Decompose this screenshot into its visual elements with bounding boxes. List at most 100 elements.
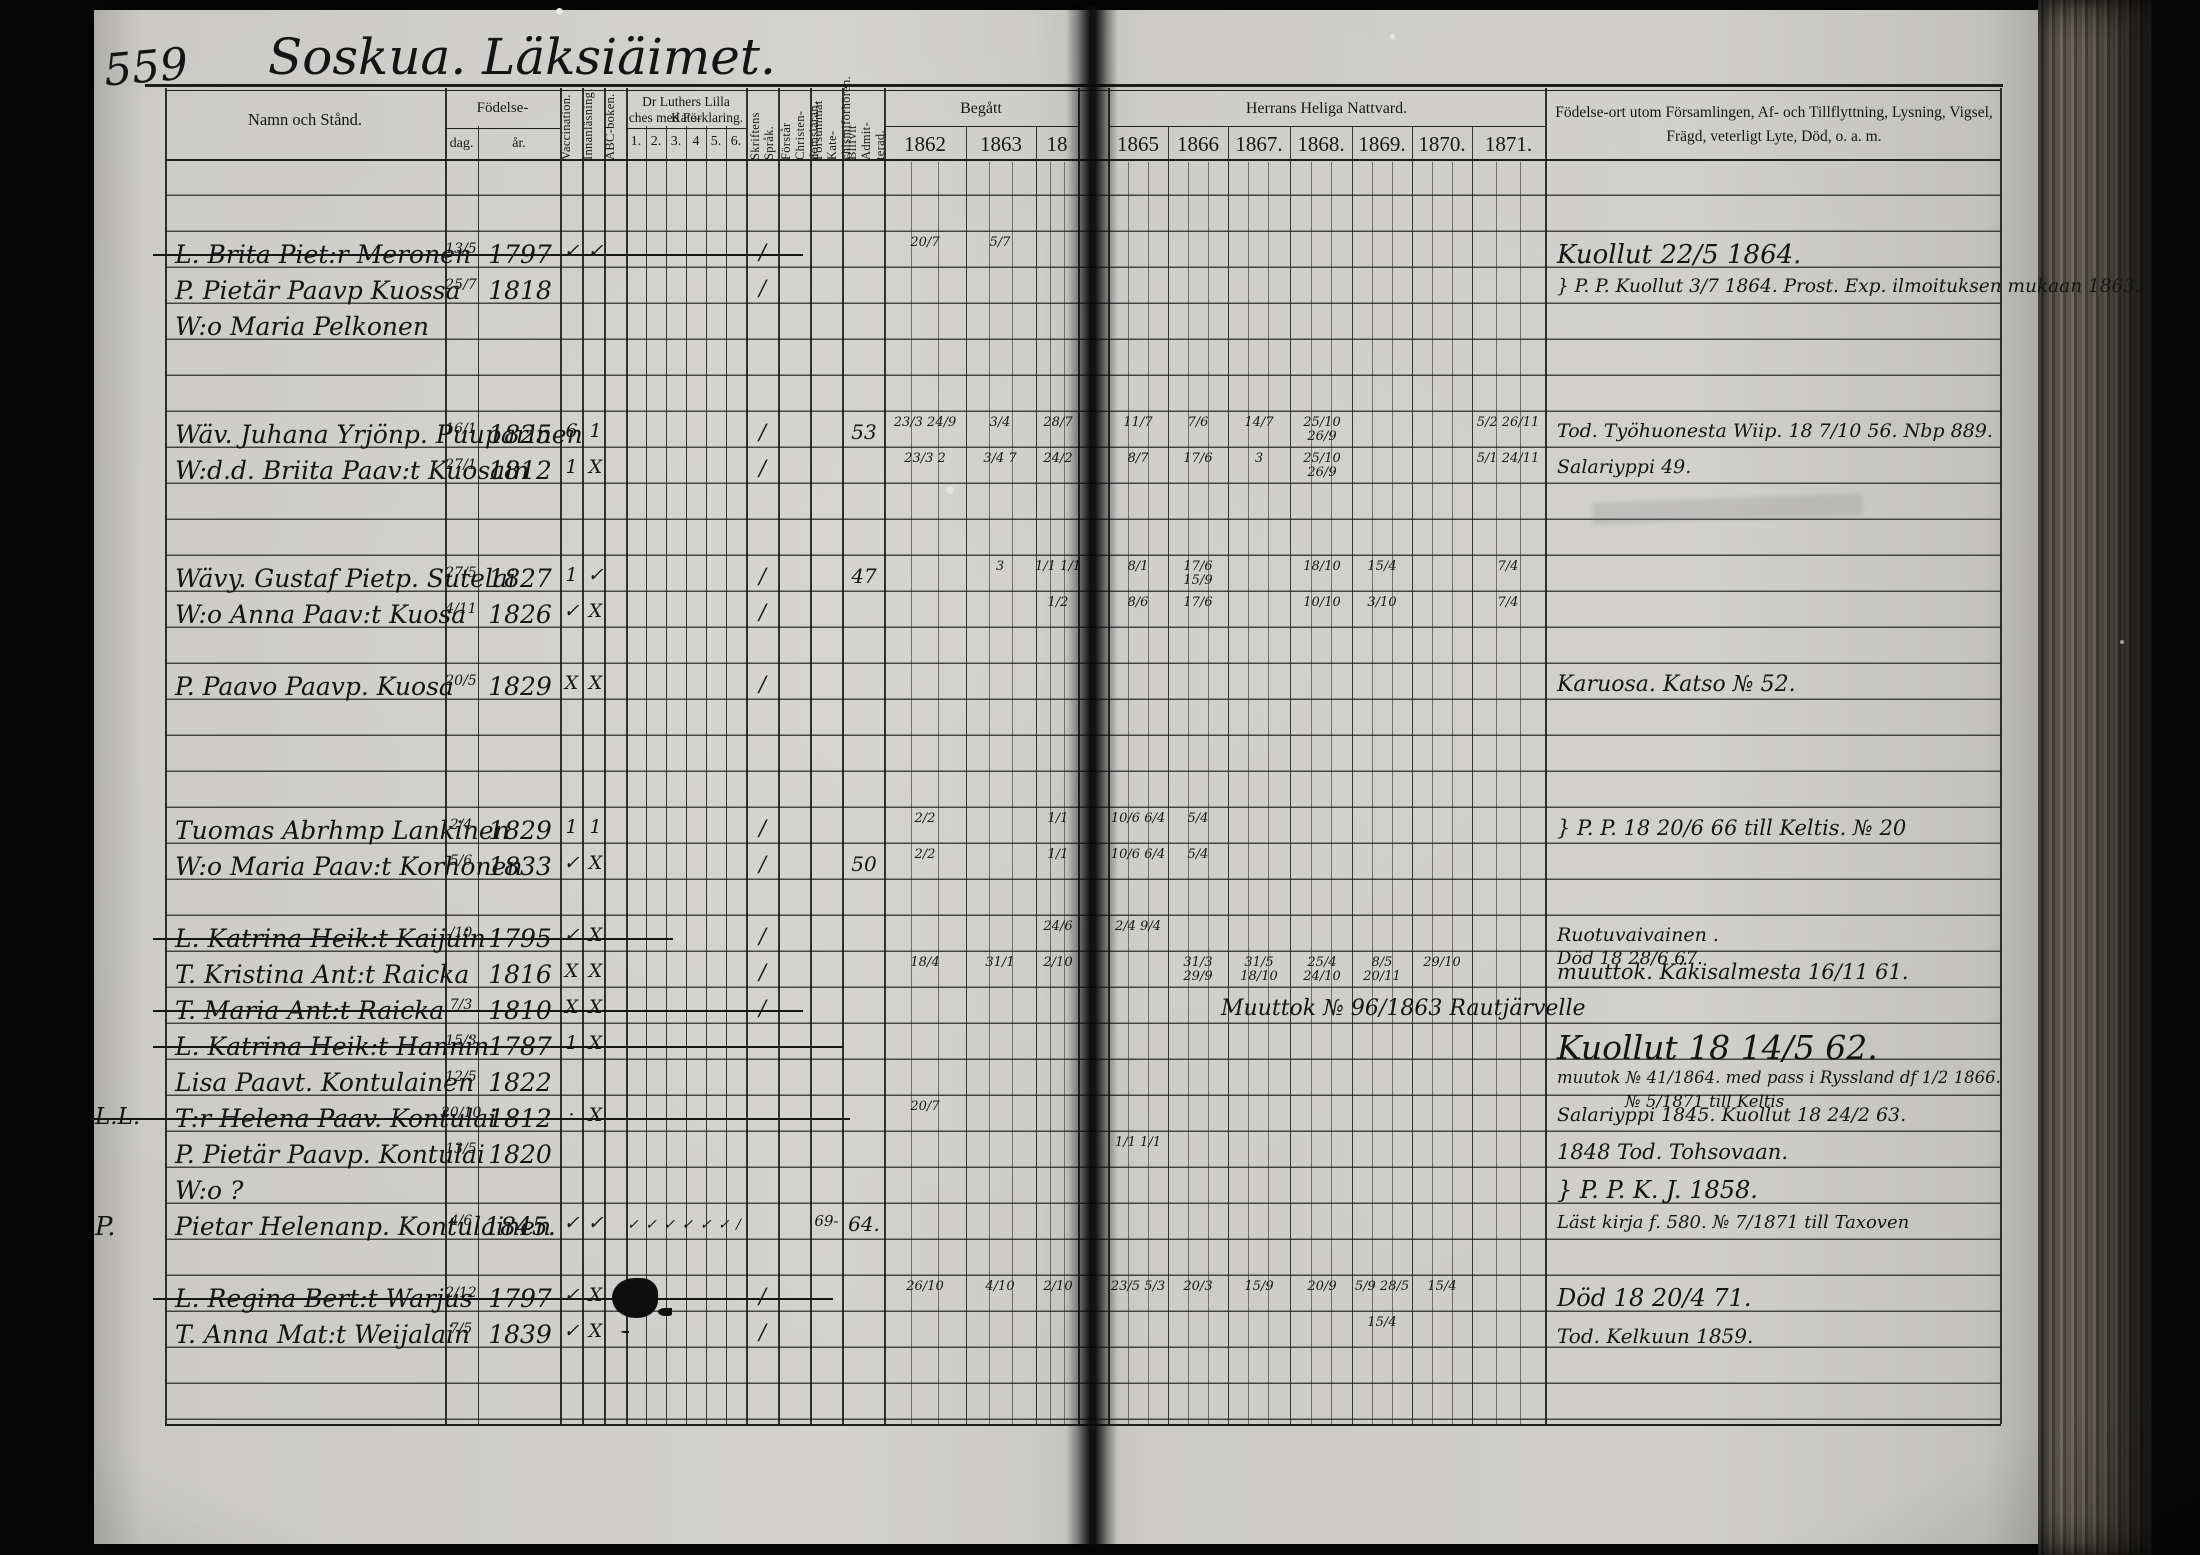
- birth-day-cell: 27/1: [445, 457, 477, 473]
- communion-1866-cell: 20/3: [1183, 1279, 1213, 1294]
- reading-cell: ✓: [587, 564, 604, 586]
- communion-1868-cell: 18/10: [1303, 559, 1341, 574]
- vaccination-cell: 1: [565, 816, 578, 838]
- name-cell: T. Kristina Ant:t Raicka: [175, 960, 470, 989]
- note-cell: Salariyppi 1845. Kuollut 18 24/2 63.: [1557, 1104, 1907, 1126]
- note-cell: Kuollut 18 14/5 62.: [1557, 1028, 1878, 1067]
- book-spine-left: [0, 0, 96, 1555]
- margin-code-cell: P.: [95, 1212, 116, 1242]
- begatt-1863-cell: 3: [995, 559, 1005, 574]
- begatt-1863-cell: 5/7: [989, 235, 1011, 250]
- begatt-1862-cell: 23/3 24/9: [893, 415, 957, 430]
- communion-1869-cell: 5/9 28/5: [1354, 1279, 1410, 1294]
- year-label-1868: 1868.: [1297, 132, 1345, 156]
- communion-1870-cell: 15/4: [1427, 1279, 1457, 1294]
- scripture-cell: /: [758, 456, 767, 480]
- year-label-1869: 1869.: [1358, 132, 1406, 156]
- birth-year-cell: 1818: [488, 276, 552, 305]
- column-header-vaccination: Vaccination.: [559, 94, 573, 160]
- scripture-cell: /: [758, 996, 767, 1020]
- reading-cell: X: [588, 924, 603, 946]
- column-header-catechism-line2: ches med Förklaring.: [628, 110, 744, 125]
- note-cell: Läst kirja f. 580. № 7/1871 till Taxoven: [1557, 1212, 1910, 1233]
- reading-cell: X: [588, 1320, 603, 1342]
- birth-year-cell: 1812: [488, 1104, 552, 1133]
- catechism-col-5: 5.: [710, 134, 722, 149]
- scripture-cell: /: [758, 1320, 767, 1344]
- dust-speck: [946, 486, 954, 494]
- birth-year-cell: 1820: [488, 1140, 552, 1169]
- moved-note-span: Muuttok № 96/1863 Rautjärvelle: [1221, 996, 1586, 1021]
- year-label-1866: 1866: [1177, 132, 1219, 156]
- scripture-cell: /: [758, 924, 767, 948]
- column-header-name: Namn och Stånd.: [247, 110, 363, 129]
- background-right: [2152, 0, 2200, 1555]
- birth-year-cell: 1833: [488, 852, 552, 881]
- note-cell: Död 18 20/4 71.: [1557, 1284, 1752, 1312]
- vaccination-cell: ·: [568, 1104, 575, 1126]
- note-cell: Ruotuvaivainen .: [1557, 924, 1719, 946]
- year-label-1871: 1871.: [1484, 132, 1533, 156]
- birth-year-cell: 1839: [488, 1320, 552, 1349]
- reading-cell: ✓: [587, 240, 604, 262]
- scripture-cell: /: [758, 600, 767, 624]
- communion-1868-cell: 10/10: [1303, 595, 1341, 610]
- communion-1866-cell: 17/6: [1183, 595, 1213, 610]
- name-cell: Lisa Paavt. Kontulainen: [175, 1068, 475, 1097]
- reading-cell: 1: [589, 420, 602, 442]
- dust-speck: [556, 8, 563, 15]
- name-cell: T. Maria Ant:t Raicka: [175, 996, 445, 1025]
- reading-cell: X: [588, 672, 603, 694]
- communion-1868-cell: 25/10 26/9: [1303, 415, 1341, 445]
- vaccination-cell: ✓: [563, 1320, 580, 1342]
- neglected-cell: 69-: [814, 1212, 839, 1230]
- note-cell: muutok № 41/1864. med pass i Ryssland df…: [1557, 1068, 2001, 1087]
- reading-cell: X: [588, 960, 603, 982]
- name-cell: W:o Maria Pelkonen: [175, 312, 429, 341]
- begatt-1862-cell: 26/10: [906, 1279, 944, 1294]
- vaccination-cell: 6: [565, 420, 578, 442]
- scripture-cell: /: [758, 1284, 767, 1308]
- birth-year-cell: 1845.: [484, 1212, 556, 1241]
- birth-day-cell: 13/5: [445, 241, 477, 257]
- page-title: Soskua. Läksiäimet.: [268, 28, 776, 86]
- communion-1866-cell: 5/4: [1187, 847, 1209, 862]
- vaccination-cell: ✓: [563, 1284, 580, 1306]
- catechism-col-6: 6.: [730, 134, 742, 149]
- admitted-cell: 50: [851, 852, 877, 876]
- reading-cell: X: [588, 600, 603, 622]
- birth-year-cell: 1822: [488, 1068, 552, 1097]
- communion-1869-cell: 15/4: [1367, 559, 1397, 574]
- note-cell: } P. P. K. J. 1858.: [1557, 1176, 1758, 1204]
- communion-1867-cell: 15/9: [1244, 1279, 1274, 1294]
- birth-year-cell: 1829: [488, 672, 552, 701]
- catechism-col-4: 4: [692, 134, 700, 149]
- catechism-marks-cell: ✓ ✓ ✓ ✓ ✓ ✓ /: [627, 1217, 742, 1233]
- note-cell: Tod. Työhuonesta Wiip. 18 7/10 56. Nbp 8…: [1557, 420, 1993, 442]
- page-number: 559: [101, 38, 191, 97]
- communion-1868-cell: 25/4 24/10: [1303, 955, 1341, 985]
- name-cell: W:o ?: [175, 1176, 244, 1205]
- birth-year-cell: 1825: [488, 420, 552, 449]
- note-cell: Salariyppi 49.: [1557, 456, 1692, 478]
- birth-year-cell: 1797: [488, 240, 552, 269]
- column-header-birth: Födelse-: [476, 100, 529, 116]
- column-header-admitted: Blifvit Admit- terad.: [845, 122, 887, 160]
- note-cell: muuttok. Käkisalmesta 16/11 61.: [1557, 960, 1909, 984]
- vaccination-cell: ✓: [563, 600, 580, 622]
- vaccination-cell: X: [564, 996, 579, 1018]
- column-header-scripture: Skriftens Språk.: [748, 112, 776, 160]
- birth-year-cell: 1827: [488, 564, 552, 593]
- column-header-notes-line1: Födelse-ort utom Församlingen, Af- och T…: [1555, 104, 1993, 121]
- reading-cell: X: [588, 852, 603, 874]
- birth-day-cell: 7/5: [449, 1321, 473, 1337]
- communion-1871-cell: 7/4: [1497, 559, 1519, 574]
- column-header-neglected: Försummat Kate- chismiförhören.: [811, 76, 853, 160]
- vaccination-cell: X: [564, 960, 579, 982]
- note-cell: Karuosa. Katso № 52.: [1557, 672, 1796, 697]
- note-cell: } P. P. Kuollut 3/7 1864. Prost. Exp. il…: [1557, 276, 2141, 297]
- name-cell: L. Katrina Heik:t Kaijuin: [175, 924, 486, 953]
- scripture-cell: /: [758, 672, 767, 696]
- birth-year-cell: 1795: [488, 924, 552, 953]
- birth-year-cell: 1787: [488, 1032, 552, 1061]
